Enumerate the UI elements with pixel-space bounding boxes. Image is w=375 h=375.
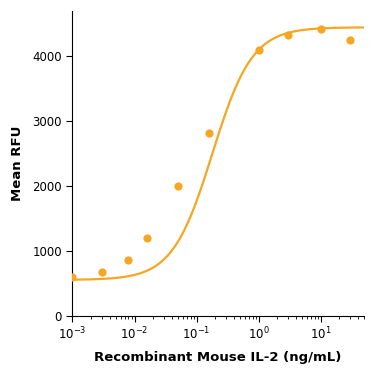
Point [126,257,132,263]
Point [347,37,353,43]
Point [285,32,291,38]
Point [318,26,324,32]
Point [175,183,181,189]
Point [99,269,105,275]
X-axis label: Recombinant Mouse IL-2 (ng/mL): Recombinant Mouse IL-2 (ng/mL) [94,351,342,364]
Point [206,130,212,136]
Point [144,235,150,241]
Y-axis label: Mean RFU: Mean RFU [11,126,24,201]
Point [69,274,75,280]
Point [255,47,261,53]
